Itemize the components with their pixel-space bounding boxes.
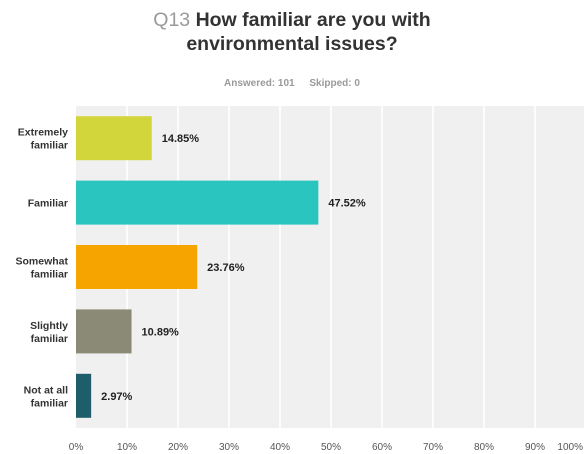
x-tick-label: 50%	[321, 442, 341, 453]
x-tick-label: 80%	[474, 442, 494, 453]
x-tick-label: 90%	[525, 442, 545, 453]
x-tick-label: 20%	[168, 442, 188, 453]
data-label: 47.52%	[328, 198, 366, 210]
answered-count: Answered: 101	[224, 78, 295, 89]
response-stats: Answered: 101 Skipped: 0	[0, 78, 584, 89]
x-tick-label: 10%	[117, 442, 137, 453]
category-label: familiar	[31, 333, 68, 345]
x-tick-label: 30%	[219, 442, 239, 453]
data-label: 23.76%	[207, 262, 245, 274]
category-label: Extremely	[18, 127, 68, 139]
category-label: familiar	[31, 397, 68, 409]
category-label: Familiar	[28, 198, 68, 210]
category-label: Somewhat	[15, 256, 68, 268]
x-tick-label: 40%	[270, 442, 290, 453]
data-label: 2.97%	[101, 391, 132, 403]
category-label: Slightly	[30, 320, 68, 332]
bar	[76, 116, 152, 161]
chart-title: Q13 How familiar are you with environmen…	[0, 8, 584, 56]
x-tick-label: 100%	[557, 442, 583, 453]
skipped-count: Skipped: 0	[309, 78, 360, 89]
x-tick-label: 60%	[372, 442, 392, 453]
question-number: Q13	[153, 9, 191, 31]
data-label: 14.85%	[162, 133, 200, 145]
category-label: familiar	[31, 140, 68, 152]
bar	[76, 180, 319, 225]
x-tick-label: 0%	[69, 442, 84, 453]
bar	[76, 245, 198, 289]
bar	[76, 309, 132, 354]
category-label: familiar	[31, 269, 68, 281]
x-tick-label: 70%	[423, 442, 443, 453]
category-label: Not at all	[24, 384, 68, 396]
title-line-1: How familiar are you with	[195, 9, 431, 31]
bar	[76, 373, 92, 418]
data-label: 10.89%	[142, 326, 180, 338]
title-line-2: environmental issues?	[186, 33, 398, 55]
